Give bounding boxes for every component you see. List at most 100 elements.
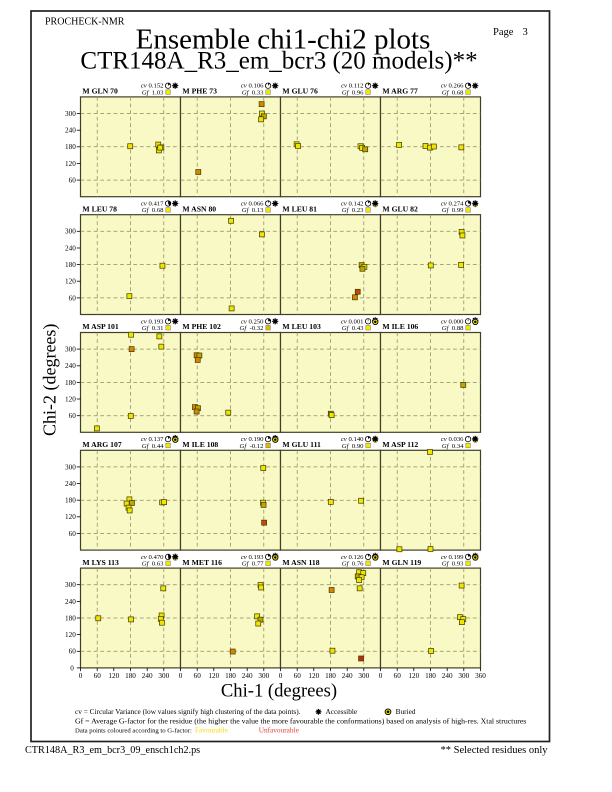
svg-text:240: 240 — [65, 598, 76, 606]
svg-text:M PHE 102: M PHE 102 — [182, 322, 221, 331]
svg-text:120: 120 — [65, 631, 76, 639]
svg-text:Gf 0.43: Gf 0.43 — [342, 325, 364, 332]
svg-text:cv 0.142: cv 0.142 — [341, 201, 364, 208]
svg-text:300: 300 — [65, 581, 76, 589]
svg-text:M ARG 107: M ARG 107 — [82, 440, 121, 449]
svg-text:3: 3 — [523, 27, 528, 38]
svg-text:60: 60 — [94, 672, 102, 680]
svg-text:cv 0.199: cv 0.199 — [441, 554, 464, 561]
svg-text:M ARG 77: M ARG 77 — [382, 87, 418, 96]
svg-text:300: 300 — [65, 346, 76, 354]
svg-text:0: 0 — [279, 672, 283, 680]
svg-text:Gf 0.33: Gf 0.33 — [242, 89, 264, 96]
svg-text:120: 120 — [65, 513, 76, 521]
svg-text:M GLU 76: M GLU 76 — [282, 87, 318, 96]
svg-text:0: 0 — [179, 672, 183, 680]
svg-text:60: 60 — [69, 294, 77, 302]
svg-text:M ASP 112: M ASP 112 — [382, 440, 418, 449]
svg-text:240: 240 — [65, 127, 76, 135]
svg-text:240: 240 — [142, 672, 153, 680]
svg-text:180: 180 — [65, 497, 76, 505]
svg-text:cv 0.470: cv 0.470 — [141, 554, 164, 561]
svg-text:Favourable: Favourable — [195, 726, 228, 735]
svg-text:cv 0.266: cv 0.266 — [441, 83, 464, 90]
svg-text:240: 240 — [65, 244, 76, 252]
svg-text:cv 0.152: cv 0.152 — [141, 83, 164, 90]
svg-text:120: 120 — [408, 672, 419, 680]
svg-text:M PHE 73: M PHE 73 — [182, 87, 217, 96]
svg-text:60: 60 — [394, 672, 402, 680]
svg-text:180: 180 — [65, 614, 76, 622]
svg-text:60: 60 — [69, 412, 77, 420]
svg-text:Unfavourable: Unfavourable — [259, 726, 299, 735]
svg-text:Chi-1 (degrees): Chi-1 (degrees) — [221, 681, 337, 702]
svg-text:Gf 0.99: Gf 0.99 — [442, 207, 464, 214]
svg-text:60: 60 — [69, 177, 77, 185]
svg-text:Gf 0.77: Gf 0.77 — [242, 561, 264, 568]
svg-text:cv 0.193: cv 0.193 — [241, 554, 264, 561]
svg-text:cv 0.066: cv 0.066 — [241, 201, 264, 208]
svg-text:CTR148A_R3_em_bcr3 (20 models): CTR148A_R3_em_bcr3 (20 models)** — [80, 47, 477, 74]
svg-text:** Selected residues only: ** Selected residues only — [441, 745, 549, 756]
svg-text:Gf -0.12: Gf -0.12 — [240, 443, 264, 450]
svg-text:240: 240 — [65, 362, 76, 370]
svg-text:cv 0.250: cv 0.250 — [241, 318, 264, 325]
svg-text:Gf 0.68: Gf 0.68 — [442, 89, 464, 96]
svg-text:Data points coloured according: Data points coloured according to G-fact… — [75, 728, 192, 735]
svg-text:Gf 0.23: Gf 0.23 — [342, 207, 364, 214]
svg-text:M LEU 81: M LEU 81 — [282, 204, 317, 213]
svg-text:cv 0.140: cv 0.140 — [341, 436, 364, 443]
svg-text:Gf 0.63: Gf 0.63 — [142, 561, 164, 568]
svg-text:cv 0.126: cv 0.126 — [341, 554, 364, 561]
svg-text:0: 0 — [79, 672, 83, 680]
svg-text:180: 180 — [225, 672, 236, 680]
svg-text:Buried: Buried — [396, 707, 416, 716]
svg-text:180: 180 — [425, 672, 436, 680]
svg-text:cv 0.112: cv 0.112 — [341, 83, 363, 90]
svg-text:M GLN 119: M GLN 119 — [382, 558, 421, 567]
svg-text:M MET 116: M MET 116 — [182, 558, 222, 567]
svg-text:300: 300 — [158, 672, 169, 680]
svg-text:cv 0.036: cv 0.036 — [441, 436, 464, 443]
svg-text:300: 300 — [65, 110, 76, 118]
svg-text:Chi-2 (degrees): Chi-2 (degrees) — [40, 324, 61, 436]
svg-text:M ILE 108: M ILE 108 — [182, 440, 218, 449]
svg-text:60: 60 — [294, 672, 302, 680]
svg-text:M ASN 80: M ASN 80 — [182, 204, 216, 213]
svg-text:cv 0.190: cv 0.190 — [241, 436, 264, 443]
svg-text:Gf 1.03: Gf 1.03 — [142, 89, 164, 96]
svg-text:M LYS 113: M LYS 113 — [82, 558, 119, 567]
svg-text:180: 180 — [65, 143, 76, 151]
svg-text:cv 0.137: cv 0.137 — [141, 436, 164, 443]
svg-text:120: 120 — [65, 395, 76, 403]
svg-text:cv 0.193: cv 0.193 — [141, 318, 164, 325]
svg-text:180: 180 — [125, 672, 136, 680]
svg-text:360: 360 — [475, 672, 486, 680]
svg-text:120: 120 — [108, 672, 119, 680]
svg-text:120: 120 — [308, 672, 319, 680]
svg-text:300: 300 — [258, 672, 269, 680]
svg-text:60: 60 — [69, 648, 77, 656]
svg-text:300: 300 — [65, 463, 76, 471]
svg-text:180: 180 — [65, 261, 76, 269]
svg-text:180: 180 — [65, 379, 76, 387]
svg-text:Gf 0.31: Gf 0.31 — [142, 325, 164, 332]
svg-text:Ensemble chi1-chi2 plots: Ensemble chi1-chi2 plots — [136, 24, 431, 56]
svg-text:Gf 0.44: Gf 0.44 — [142, 443, 164, 450]
svg-text:60: 60 — [194, 672, 202, 680]
svg-text:M GLN 70: M GLN 70 — [82, 87, 118, 96]
svg-text:240: 240 — [342, 672, 353, 680]
svg-text:180: 180 — [325, 672, 336, 680]
svg-text:M ASP 101: M ASP 101 — [82, 322, 118, 331]
svg-text:240: 240 — [65, 480, 76, 488]
svg-text:120: 120 — [65, 278, 76, 286]
svg-text:Gf 0.88: Gf 0.88 — [442, 325, 464, 332]
svg-text:300: 300 — [65, 228, 76, 236]
svg-text:M GLU 111: M GLU 111 — [282, 440, 321, 449]
svg-text:240: 240 — [442, 672, 453, 680]
svg-text:M GLU 82: M GLU 82 — [382, 204, 418, 213]
svg-text:cv 0.417: cv 0.417 — [141, 201, 164, 208]
svg-text:cv = Circular Variance (low va: cv = Circular Variance (low values signi… — [75, 707, 301, 716]
svg-text:240: 240 — [242, 672, 253, 680]
svg-text:300: 300 — [458, 672, 469, 680]
